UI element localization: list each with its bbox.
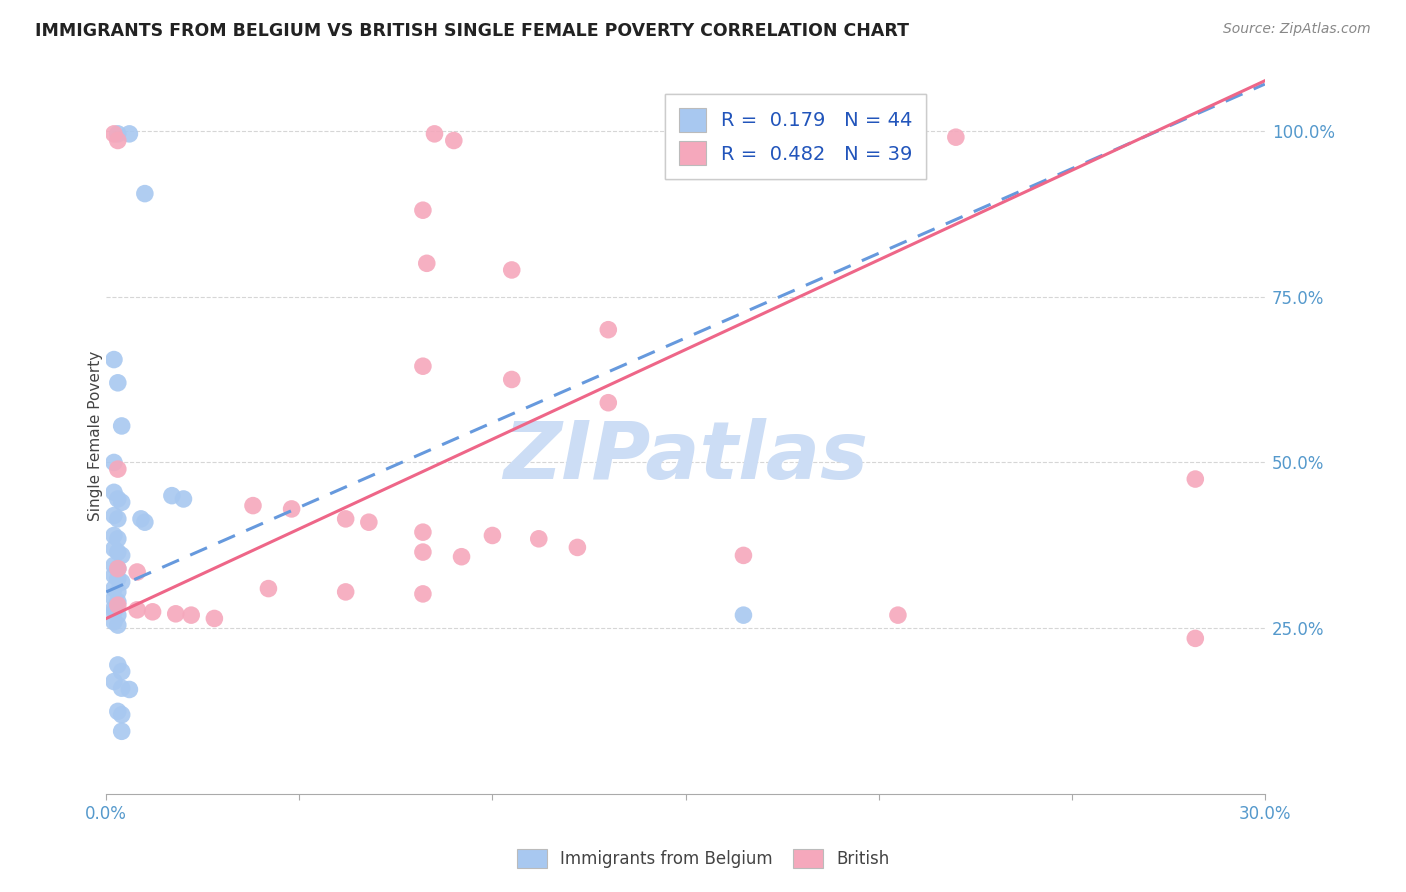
- Point: [111, 495, 134, 509]
- Point: [103, 615, 125, 629]
- Point: [598, 323, 620, 337]
- Point: [107, 376, 129, 390]
- Point: [107, 572, 129, 586]
- Point: [103, 674, 125, 689]
- Point: [501, 263, 523, 277]
- Point: [107, 462, 129, 476]
- Point: [242, 499, 264, 513]
- Point: [134, 186, 156, 201]
- Point: [107, 562, 129, 576]
- Point: [945, 130, 967, 145]
- Point: [412, 587, 434, 601]
- Point: [357, 515, 380, 529]
- Point: [733, 549, 755, 563]
- Text: Source: ZipAtlas.com: Source: ZipAtlas.com: [1223, 22, 1371, 37]
- Point: [103, 591, 125, 606]
- Point: [111, 681, 134, 695]
- Point: [142, 605, 165, 619]
- Point: [567, 541, 589, 555]
- Point: [107, 598, 129, 612]
- Point: [165, 607, 187, 621]
- Point: [335, 512, 357, 526]
- Point: [107, 705, 129, 719]
- Point: [527, 532, 550, 546]
- Point: [416, 256, 439, 270]
- Point: [103, 568, 125, 582]
- Point: [103, 455, 125, 469]
- Point: [107, 127, 129, 141]
- Point: [103, 352, 125, 367]
- Y-axis label: Single Female Poverty: Single Female Poverty: [87, 351, 103, 521]
- Point: [103, 582, 125, 596]
- Point: [111, 707, 134, 722]
- Point: [107, 134, 129, 148]
- Point: [202, 611, 225, 625]
- Point: [335, 585, 357, 599]
- Point: [118, 127, 141, 141]
- Point: [118, 682, 141, 697]
- Point: [107, 532, 129, 546]
- Point: [107, 595, 129, 609]
- Point: [107, 608, 129, 623]
- Point: [127, 603, 149, 617]
- Point: [887, 127, 910, 141]
- Point: [450, 549, 472, 564]
- Point: [412, 203, 434, 218]
- Legend: Immigrants from Belgium, British: Immigrants from Belgium, British: [510, 843, 896, 875]
- Point: [887, 608, 910, 623]
- Point: [127, 565, 149, 579]
- Point: [129, 512, 152, 526]
- Point: [107, 657, 129, 672]
- Point: [257, 582, 280, 596]
- Point: [134, 515, 156, 529]
- Point: [160, 489, 183, 503]
- Point: [103, 485, 125, 500]
- Point: [412, 359, 434, 374]
- Point: [107, 545, 129, 559]
- Point: [103, 528, 125, 542]
- Point: [501, 372, 523, 386]
- Point: [180, 608, 202, 623]
- Point: [111, 724, 134, 739]
- Point: [103, 601, 125, 615]
- Point: [107, 491, 129, 506]
- Point: [111, 665, 134, 679]
- Point: [412, 545, 434, 559]
- Point: [412, 525, 434, 540]
- Legend: R =  0.179   N = 44, R =  0.482   N = 39: R = 0.179 N = 44, R = 0.482 N = 39: [665, 95, 927, 178]
- Point: [111, 574, 134, 589]
- Point: [1184, 632, 1206, 646]
- Point: [103, 558, 125, 573]
- Point: [103, 541, 125, 556]
- Point: [103, 605, 125, 619]
- Point: [107, 562, 129, 576]
- Point: [107, 618, 129, 632]
- Point: [107, 585, 129, 599]
- Point: [111, 419, 134, 434]
- Point: [111, 549, 134, 563]
- Point: [733, 608, 755, 623]
- Point: [280, 502, 302, 516]
- Point: [423, 127, 446, 141]
- Point: [103, 127, 125, 141]
- Text: ZIPatlas: ZIPatlas: [503, 418, 868, 497]
- Point: [598, 395, 620, 409]
- Point: [103, 508, 125, 523]
- Point: [107, 512, 129, 526]
- Point: [1184, 472, 1206, 486]
- Point: [443, 134, 465, 148]
- Point: [172, 491, 194, 506]
- Point: [481, 528, 503, 542]
- Text: IMMIGRANTS FROM BELGIUM VS BRITISH SINGLE FEMALE POVERTY CORRELATION CHART: IMMIGRANTS FROM BELGIUM VS BRITISH SINGL…: [35, 22, 910, 40]
